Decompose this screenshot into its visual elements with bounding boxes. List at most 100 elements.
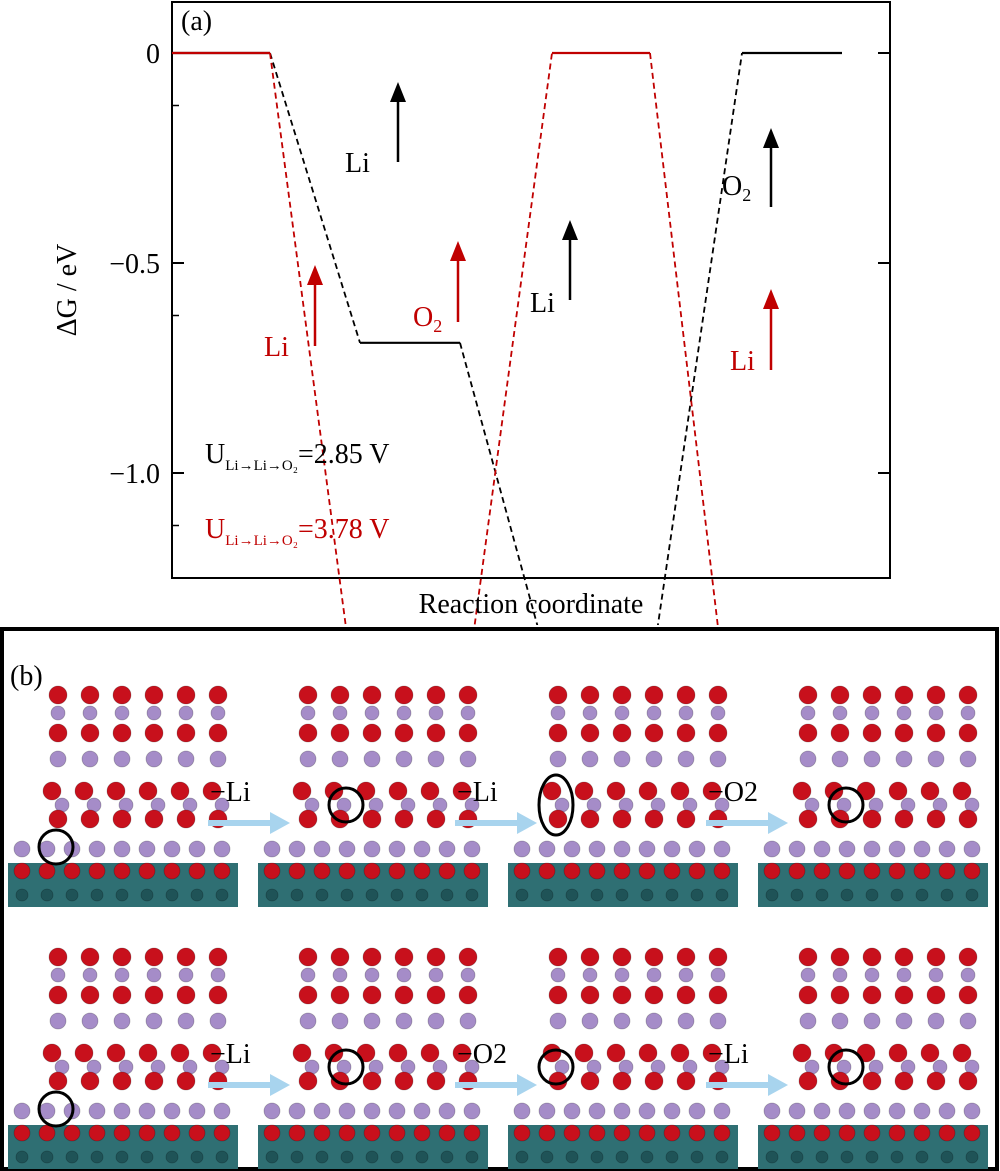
substrate-o-atom bbox=[763, 862, 781, 880]
li-atom bbox=[300, 705, 316, 721]
li-atom bbox=[678, 967, 694, 983]
li-atom bbox=[638, 1102, 656, 1120]
substrate-atom bbox=[965, 888, 979, 902]
o-atom bbox=[112, 947, 132, 967]
substrate-o-atom bbox=[688, 1124, 706, 1142]
substrate-atom bbox=[40, 1150, 54, 1164]
o-atom bbox=[708, 723, 728, 743]
li-atom bbox=[13, 840, 31, 858]
li-atom bbox=[363, 1102, 381, 1120]
o-atom bbox=[292, 1043, 312, 1063]
substrate-o-atom bbox=[563, 1124, 581, 1142]
substrate-o-atom bbox=[388, 1124, 406, 1142]
o-atom bbox=[612, 947, 632, 967]
li-atom bbox=[178, 967, 194, 983]
substrate-o-atom bbox=[63, 1124, 81, 1142]
substrate-o-atom bbox=[363, 1124, 381, 1142]
substrate-o-atom bbox=[463, 1124, 481, 1142]
li-atom bbox=[513, 840, 531, 858]
o-atom bbox=[426, 723, 446, 743]
li-atom bbox=[960, 705, 976, 721]
step-arrow-head bbox=[517, 812, 537, 834]
o-atom bbox=[426, 1071, 446, 1091]
o-atom bbox=[920, 781, 940, 801]
li-atom bbox=[938, 1102, 956, 1120]
o-atom bbox=[862, 947, 882, 967]
o-atom bbox=[548, 723, 568, 743]
li-atom bbox=[395, 750, 413, 768]
o-atom bbox=[580, 723, 600, 743]
black-arrow-2 bbox=[562, 220, 578, 300]
li-atom bbox=[563, 1102, 581, 1120]
o-atom bbox=[138, 1043, 158, 1063]
substrate-o-atom bbox=[188, 862, 206, 880]
substrate-atom bbox=[590, 1150, 604, 1164]
red-step-label-o2: O2 bbox=[413, 302, 442, 336]
substrate-o-atom bbox=[438, 1124, 456, 1142]
o-atom bbox=[452, 781, 472, 801]
li-atom bbox=[88, 1102, 106, 1120]
li-atom bbox=[363, 750, 381, 768]
substrate-atom bbox=[265, 1150, 279, 1164]
substrate-o-atom bbox=[413, 1124, 431, 1142]
li-atom bbox=[413, 1102, 431, 1120]
black-step-label-li-1: Li bbox=[345, 148, 370, 179]
o-atom bbox=[452, 1043, 472, 1063]
li-atom bbox=[427, 750, 445, 768]
o-atom bbox=[48, 809, 68, 829]
structure-snapshot bbox=[758, 685, 988, 907]
li-atom bbox=[938, 840, 956, 858]
li-atom bbox=[713, 840, 731, 858]
li-atom bbox=[888, 840, 906, 858]
o-atom bbox=[612, 809, 632, 829]
o-atom bbox=[676, 723, 696, 743]
li-atom bbox=[549, 750, 567, 768]
step-arrow: −Li bbox=[208, 1039, 290, 1096]
li-atom bbox=[709, 750, 727, 768]
substrate-atom bbox=[915, 888, 929, 902]
li-atom bbox=[645, 750, 663, 768]
substrate-atom bbox=[390, 1150, 404, 1164]
transition-connector bbox=[269, 52, 361, 344]
li-atom bbox=[813, 840, 831, 858]
substrate-o-atom bbox=[313, 1124, 331, 1142]
li-atom bbox=[364, 705, 380, 721]
o-atom bbox=[176, 723, 196, 743]
o-atom bbox=[394, 947, 414, 967]
highlight-ring bbox=[327, 786, 365, 824]
o-atom bbox=[394, 809, 414, 829]
li-atom bbox=[178, 705, 194, 721]
step-arrows: −Li −Li −O2 −Li −O2 −Li bbox=[208, 777, 788, 1096]
substrate-atom bbox=[440, 1150, 454, 1164]
substrate-o-atom bbox=[38, 1124, 56, 1142]
red-arrow-3 bbox=[763, 289, 779, 370]
substrate-atom bbox=[840, 1150, 854, 1164]
red-arrow-2 bbox=[450, 241, 466, 322]
o-atom bbox=[394, 985, 414, 1005]
o-atom bbox=[862, 685, 882, 705]
li-atom bbox=[963, 1102, 981, 1120]
li-atom bbox=[463, 1102, 481, 1120]
li-atom bbox=[388, 1102, 406, 1120]
li-atom bbox=[413, 840, 431, 858]
substrate-o-atom bbox=[538, 862, 556, 880]
o-atom bbox=[830, 685, 850, 705]
li-atom bbox=[838, 840, 856, 858]
o-atom bbox=[202, 1043, 222, 1063]
o-atom bbox=[548, 985, 568, 1005]
substrate-atom bbox=[690, 888, 704, 902]
substrate-atom bbox=[165, 888, 179, 902]
o-atom bbox=[106, 1043, 126, 1063]
step-arrow: −O2 bbox=[706, 777, 788, 834]
li-atom bbox=[177, 750, 195, 768]
o-atom bbox=[330, 685, 350, 705]
o-atom bbox=[458, 985, 478, 1005]
li-atom bbox=[645, 1012, 663, 1030]
o-atom bbox=[574, 781, 594, 801]
substrate-o-atom bbox=[613, 1124, 631, 1142]
li-atom bbox=[49, 1012, 67, 1030]
substrate-atom bbox=[65, 888, 79, 902]
li-atom bbox=[332, 705, 348, 721]
black-voltage-label: ULi→Li→O₂=2.85 V bbox=[205, 439, 389, 474]
step-label: −Li bbox=[708, 1039, 749, 1070]
